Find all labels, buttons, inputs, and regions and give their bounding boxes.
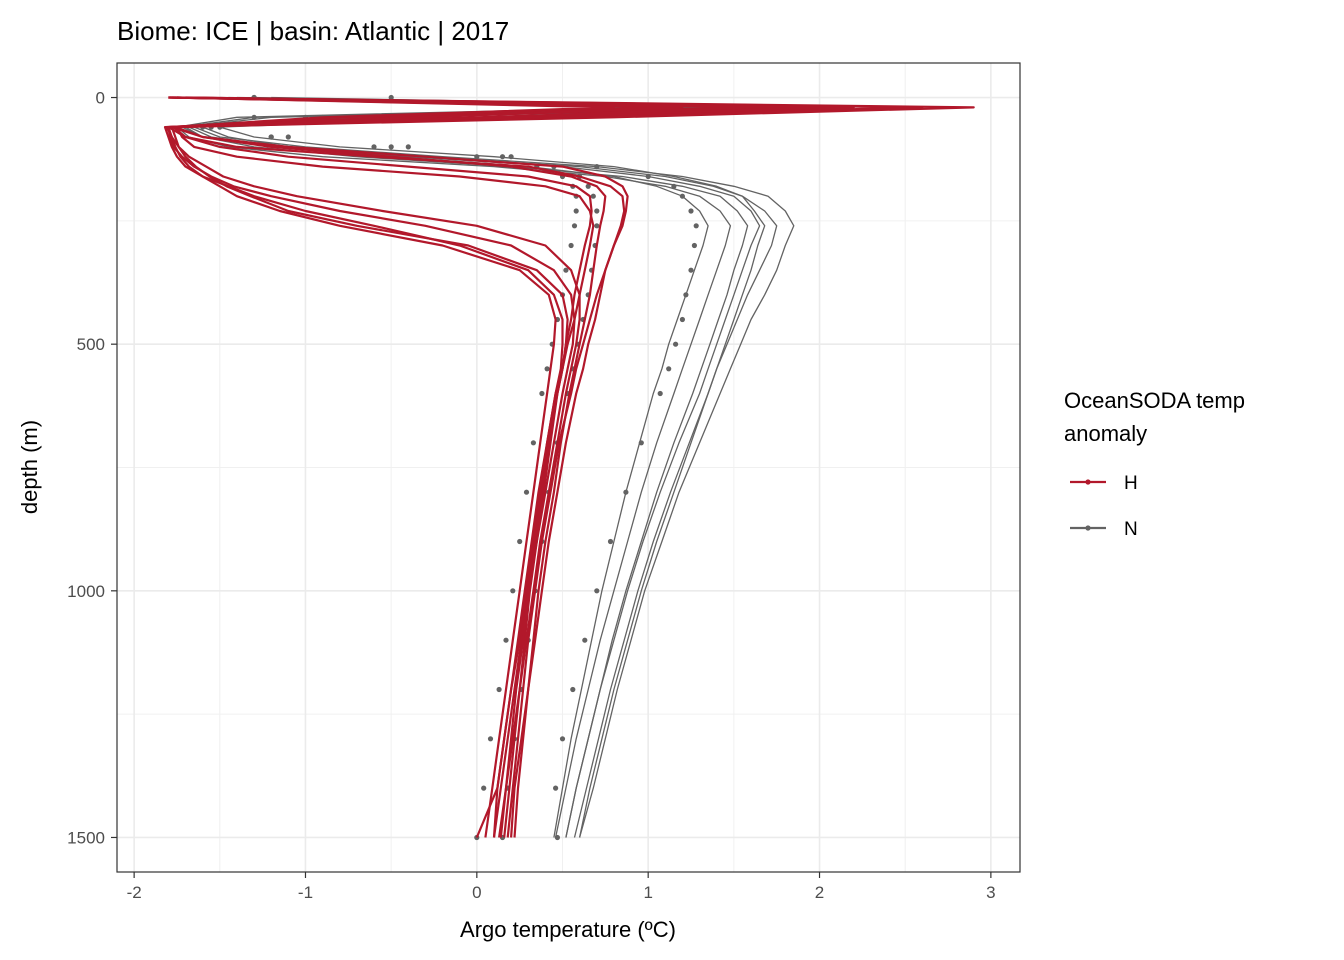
legend-label-n: N xyxy=(1124,519,1138,540)
x-tick-label: 1 xyxy=(643,883,652,902)
legend-title-line-1: OceanSODA temp xyxy=(1064,388,1245,413)
data-point-n xyxy=(388,144,394,150)
data-point-n xyxy=(517,538,523,545)
legend-item-n: N xyxy=(1070,519,1138,540)
plot-panel xyxy=(116,62,1021,873)
gridlines xyxy=(117,63,1020,872)
data-point-n xyxy=(405,144,411,150)
data-point-n xyxy=(553,785,559,791)
legend-title-line-2: anomaly xyxy=(1064,421,1147,446)
data-point-n xyxy=(594,588,600,594)
data-point-n xyxy=(693,223,699,229)
y-axis-title: depth (m) xyxy=(17,420,42,514)
profile-line-h xyxy=(172,96,753,838)
data-point-n xyxy=(679,316,686,323)
data-point-n xyxy=(544,366,550,372)
profile-line-h xyxy=(175,96,855,838)
data-point-n xyxy=(683,292,689,298)
data-point-n xyxy=(285,134,291,140)
data-point-n xyxy=(623,489,629,495)
data-point-n xyxy=(582,637,588,643)
data-point-n xyxy=(688,208,694,214)
x-tick-label: -1 xyxy=(298,883,313,902)
legend: OceanSODA temp anomaly H N xyxy=(1064,388,1245,540)
data-point-n xyxy=(481,785,487,791)
y-tick-label: 500 xyxy=(77,335,105,354)
data-point-n xyxy=(657,390,663,397)
data-point-n xyxy=(559,736,566,742)
legend-key-n-point xyxy=(1085,525,1091,531)
data-point-n xyxy=(523,489,530,495)
y-tick-label: 1000 xyxy=(67,582,105,601)
data-point-n xyxy=(510,588,516,594)
y-tick-label: 0 xyxy=(96,89,105,108)
chart-title: Biome: ICE | basin: Atlantic | 2017 xyxy=(117,16,509,46)
x-tick-label: 3 xyxy=(986,883,995,902)
data-point-n xyxy=(594,223,600,229)
data-point-n xyxy=(571,223,578,229)
data-point-n xyxy=(666,366,672,372)
profile-line-n xyxy=(193,96,804,838)
data-point-n xyxy=(539,390,545,397)
profile-line-n xyxy=(181,96,749,838)
data-point-n xyxy=(487,736,494,742)
data-point-n xyxy=(585,183,591,189)
data-point-n xyxy=(508,154,514,160)
data-point-n xyxy=(530,440,537,446)
data-point-n xyxy=(594,208,600,214)
data-point-n xyxy=(573,208,579,214)
profile-line-h xyxy=(167,96,924,838)
data-point-n xyxy=(568,242,574,249)
x-axis: -2 -1 0 1 2 3 xyxy=(127,872,996,902)
y-tick-label: 1500 xyxy=(67,828,105,847)
profile-line-h xyxy=(165,96,787,838)
data-point-n xyxy=(594,164,600,170)
profile-line-h xyxy=(173,96,821,838)
legend-item-h: H xyxy=(1070,473,1138,494)
data-point-n xyxy=(570,686,576,693)
data-point-n xyxy=(388,94,394,101)
data-point-n xyxy=(638,440,644,446)
x-tick-label: 2 xyxy=(815,883,824,902)
data-point-n xyxy=(645,173,651,180)
profile-line-h xyxy=(167,96,684,838)
data-point-n xyxy=(554,834,561,841)
data-point-n xyxy=(499,154,506,160)
y-axis: 0 500 1000 1500 xyxy=(67,89,117,847)
data-point-n xyxy=(671,183,677,189)
data-point-n xyxy=(474,154,480,160)
x-tick-label: -2 xyxy=(127,883,142,902)
data-point-n xyxy=(673,341,679,347)
data-point-n xyxy=(679,193,686,199)
data-point-n xyxy=(268,134,274,140)
legend-label-h: H xyxy=(1124,473,1138,494)
data-point-n xyxy=(496,686,502,693)
data-point-n xyxy=(251,114,257,120)
data-point-n xyxy=(371,144,377,150)
profile-line-h xyxy=(163,96,735,838)
data-point-n xyxy=(590,193,596,199)
data-point-n xyxy=(691,242,698,249)
data-point-n xyxy=(688,267,694,273)
data-point-n xyxy=(607,538,614,545)
profile-line-h xyxy=(170,96,615,838)
data-point-n xyxy=(563,267,569,273)
panel-border xyxy=(116,62,1021,873)
legend-key-h-point xyxy=(1085,479,1091,485)
x-tick-label: 0 xyxy=(472,883,481,902)
x-axis-title: Argo temperature (ºC) xyxy=(460,917,676,942)
series-layer xyxy=(163,94,975,841)
profile-line-n xyxy=(219,96,838,838)
data-point-n xyxy=(503,637,509,643)
